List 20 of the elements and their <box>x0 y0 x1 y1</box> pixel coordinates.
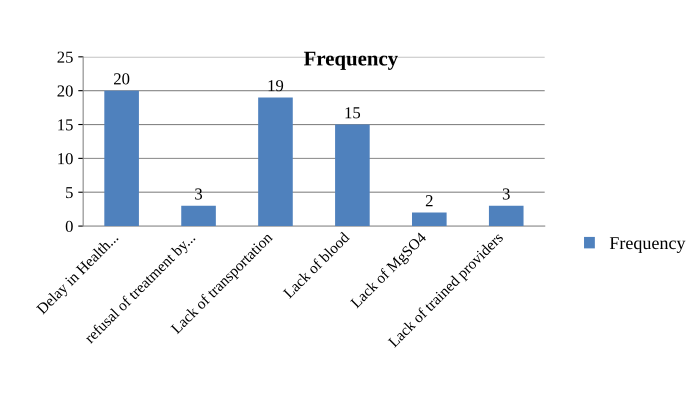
bar <box>488 206 524 226</box>
y-tick-label: 20 <box>58 85 73 97</box>
bar <box>104 90 139 226</box>
y-tick-label: 15 <box>58 119 73 130</box>
y-tick-label: 25 <box>58 52 73 63</box>
bar <box>412 212 447 226</box>
data-label: 3 <box>195 188 202 200</box>
data-label: 3 <box>502 188 510 200</box>
bar <box>335 124 370 226</box>
bar <box>181 206 216 226</box>
y-tick-label: 10 <box>58 153 73 164</box>
chart-title: Frequency <box>304 52 398 70</box>
bar <box>258 97 293 226</box>
data-label: 20 <box>114 73 130 85</box>
data-label: 19 <box>268 80 284 92</box>
legend-label: Frequency <box>610 237 686 253</box>
y-tick-label: 5 <box>66 187 73 198</box>
y-tick-label: 0 <box>66 220 73 232</box>
data-label: 2 <box>426 195 433 206</box>
data-label: 15 <box>346 107 360 118</box>
